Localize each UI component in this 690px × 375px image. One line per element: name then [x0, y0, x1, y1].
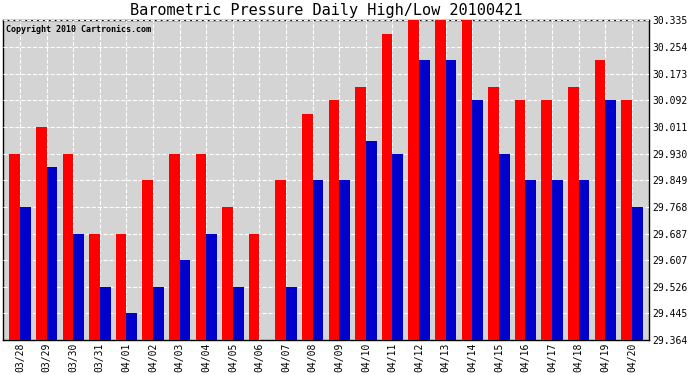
Bar: [169, 154, 179, 340]
Bar: [499, 154, 509, 340]
Bar: [632, 207, 642, 340]
Bar: [408, 20, 419, 340]
Bar: [142, 180, 153, 340]
Bar: [116, 234, 126, 340]
Bar: [313, 180, 324, 340]
Bar: [366, 141, 377, 340]
Bar: [286, 287, 297, 340]
Title: Barometric Pressure Daily High/Low 20100421: Barometric Pressure Daily High/Low 20100…: [130, 3, 522, 18]
Bar: [206, 234, 217, 340]
Bar: [126, 314, 137, 340]
Bar: [515, 100, 526, 340]
Text: Copyright 2010 Cartronics.com: Copyright 2010 Cartronics.com: [6, 25, 151, 34]
Bar: [595, 60, 605, 340]
Bar: [89, 234, 100, 340]
Bar: [153, 287, 164, 340]
Bar: [179, 260, 190, 340]
Bar: [621, 100, 632, 340]
Bar: [605, 100, 616, 340]
Bar: [526, 180, 536, 340]
Bar: [339, 180, 350, 340]
Bar: [36, 127, 47, 340]
Bar: [47, 167, 57, 340]
Bar: [355, 87, 366, 340]
Bar: [233, 287, 244, 340]
Bar: [63, 154, 73, 340]
Bar: [552, 180, 563, 340]
Bar: [20, 207, 31, 340]
Bar: [489, 87, 499, 340]
Bar: [568, 87, 579, 340]
Bar: [100, 287, 110, 340]
Bar: [73, 234, 84, 340]
Bar: [302, 114, 313, 340]
Bar: [222, 207, 233, 340]
Bar: [542, 100, 552, 340]
Bar: [419, 60, 430, 340]
Bar: [472, 100, 483, 340]
Bar: [579, 180, 589, 340]
Bar: [249, 234, 259, 340]
Bar: [275, 180, 286, 340]
Bar: [393, 154, 403, 340]
Bar: [10, 154, 20, 340]
Bar: [196, 154, 206, 340]
Bar: [435, 20, 446, 340]
Bar: [462, 20, 472, 340]
Bar: [382, 33, 393, 340]
Bar: [446, 60, 456, 340]
Bar: [328, 100, 339, 340]
